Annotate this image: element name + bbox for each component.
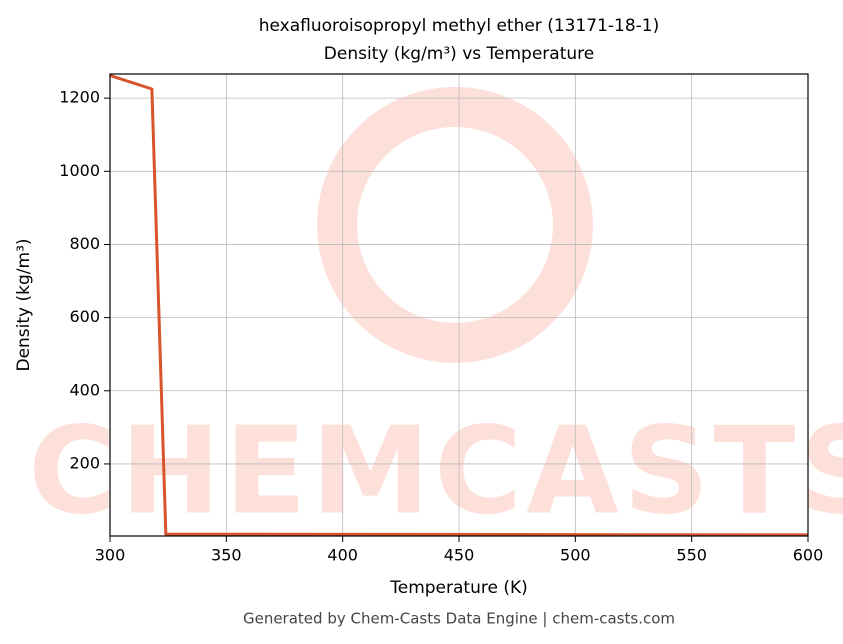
y-tick-label: 1000	[59, 161, 100, 180]
y-tick-label: 1200	[59, 88, 100, 107]
plot-frame	[109, 73, 809, 537]
y-tick-label: 800	[69, 234, 100, 253]
watermark-logo	[317, 87, 593, 363]
footer: Generated by Chem-Casts Data Engine | ch…	[243, 610, 675, 628]
x-tick-label: 350	[211, 546, 242, 565]
watermark: CHEMCASTS	[28, 87, 843, 542]
x-tick-label: 600	[793, 546, 824, 565]
watermark-text: CHEMCASTS	[28, 403, 843, 542]
x-tick-label: 500	[560, 546, 591, 565]
x-axis-label: Temperature (K)	[389, 578, 528, 598]
y-tick-label: 200	[69, 453, 100, 472]
data-line	[109, 74, 809, 537]
y-tick-label: 400	[69, 380, 100, 399]
chart-title: hexafluoroisopropyl methyl ether (13171-…	[259, 16, 660, 36]
y-tick-label: 600	[69, 307, 100, 326]
x-tick-label: 400	[327, 546, 358, 565]
x-tick-label: 300	[95, 546, 126, 565]
y-axis-label: Density (kg/m³)	[14, 238, 34, 371]
x-tick-label: 550	[676, 546, 707, 565]
chart-subtitle: Density (kg/m³) vs Temperature	[324, 44, 594, 64]
x-tick-label: 450	[444, 546, 475, 565]
